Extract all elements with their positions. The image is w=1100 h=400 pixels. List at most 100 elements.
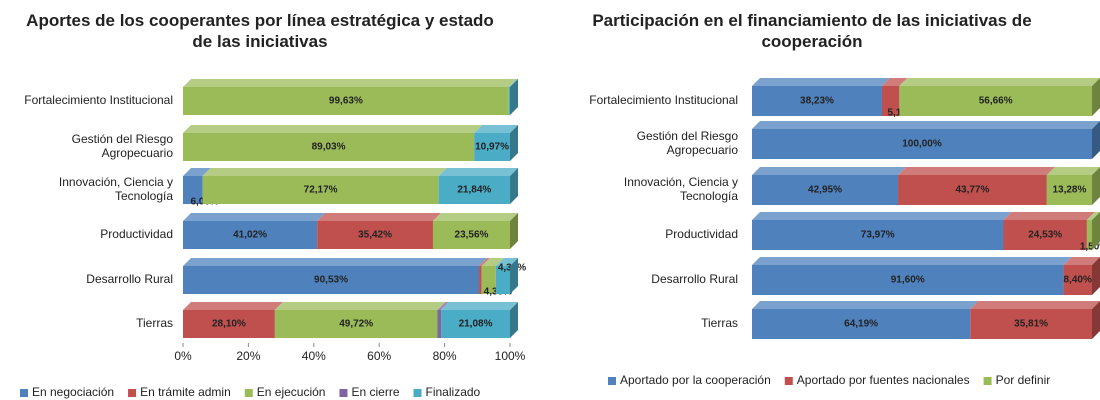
bar-top: [495, 258, 518, 266]
bar-top: [899, 78, 1100, 86]
chart-title: Aportes de los cooperantes por línea est…: [26, 11, 494, 51]
bar-segment: [752, 309, 971, 339]
legend-label: Por definir: [996, 373, 1051, 387]
category-label: Tierras: [701, 316, 738, 330]
bar-top: [898, 167, 1055, 175]
bar-top: [752, 301, 979, 309]
legend-label: En ejecución: [257, 385, 326, 399]
bar-top: [881, 78, 908, 86]
x-tick-label: 0%: [174, 349, 192, 363]
bar-segment: [1003, 220, 1087, 250]
bar-segment: [274, 310, 438, 338]
legend-label: En negociación: [32, 385, 114, 399]
value-label: 99,63%: [329, 96, 363, 107]
bar-segment: [317, 221, 433, 249]
bar-top: [183, 258, 488, 266]
category-label: Desarrollo Rural: [86, 272, 173, 286]
bar-segment: [437, 310, 442, 338]
bar-side: [1092, 212, 1100, 250]
bar-top: [432, 213, 518, 221]
category-label: Productividad: [665, 227, 738, 241]
bar-top: [317, 213, 441, 221]
bar-segment: [752, 220, 1004, 250]
bar-segment: [899, 86, 1092, 116]
bar-top: [274, 302, 446, 310]
bar-segment: [1046, 175, 1092, 205]
category-label: Desarrollo Rural: [651, 272, 738, 286]
bar-segment: [432, 221, 510, 249]
bar-segment: [881, 86, 900, 116]
bar-segment: [183, 133, 475, 161]
legend-swatch: [128, 389, 137, 397]
value-label: 73,97%: [861, 230, 895, 241]
x-tick-label: 20%: [236, 349, 260, 363]
bar-segment: [474, 133, 510, 161]
x-tick-label: 60%: [367, 349, 391, 363]
bar-top: [481, 258, 504, 266]
bar-side: [1092, 167, 1100, 205]
bar-segment: [898, 175, 1047, 205]
legend-swatch: [608, 377, 616, 385]
legend-label: En trámite admin: [140, 385, 231, 399]
value-label: 91,60%: [891, 275, 925, 286]
x-tick-label: 100%: [495, 349, 526, 363]
value-label: 42,95%: [808, 185, 842, 196]
chart-title: Participación en el financiamiento de la…: [592, 11, 1031, 51]
value-label: 38,23%: [800, 96, 834, 107]
category-label: Innovación, Ciencia y Tecnología: [624, 175, 738, 203]
bar-top: [1063, 257, 1100, 265]
bar-top: [1046, 167, 1100, 175]
bar-segment: [183, 221, 318, 249]
bar-top: [183, 213, 326, 221]
value-label: 43,77%: [955, 185, 989, 196]
bar-top: [752, 167, 907, 175]
bar-side: [510, 79, 518, 115]
value-label: 21,84%: [457, 185, 491, 196]
bar-side: [1092, 257, 1100, 295]
bar-segment: [1086, 220, 1092, 250]
legend-swatch: [983, 377, 992, 385]
legend-swatch: [339, 389, 348, 397]
bar-top: [1003, 212, 1095, 220]
value-label: 64,19%: [844, 319, 878, 330]
bar-side: [1092, 78, 1100, 116]
bar-top: [752, 78, 890, 86]
x-tick-label: 80%: [433, 349, 457, 363]
bar-segment: [752, 265, 1064, 295]
bar-side: [510, 168, 519, 204]
bar-segment: [752, 129, 1092, 159]
value-label: 21,08%: [459, 319, 493, 330]
bar-segment: [970, 309, 1092, 339]
legend-label: Aportado por fuentes nacionales: [797, 373, 970, 387]
bar-top: [202, 168, 447, 176]
bar-top: [752, 212, 1012, 220]
value-label: 24,53%: [1028, 230, 1062, 241]
bar-top: [508, 79, 518, 87]
category-label: Gestión del Riesgo Agropecuario: [72, 132, 174, 160]
legend-label: Finalizado: [426, 385, 481, 399]
bar-side: [510, 302, 518, 338]
bar-side: [510, 125, 518, 161]
bar-top: [183, 79, 517, 87]
category-label: Tierras: [136, 316, 173, 330]
category-label: Fortalecimiento Institucional: [24, 93, 173, 107]
value-label: 8,40%: [1064, 275, 1092, 286]
legend-label: En cierre: [351, 385, 399, 399]
bar-top: [438, 168, 519, 176]
value-label: 1,50%: [1080, 242, 1100, 253]
value-label: 35,42%: [358, 230, 392, 241]
legend-swatch: [784, 377, 793, 385]
value-label: 41,02%: [233, 230, 267, 241]
category-label: Gestión del Riesgo Agropecuario: [637, 129, 739, 157]
bar-side: [1092, 301, 1100, 339]
bar-top: [441, 302, 518, 310]
value-label: 49,72%: [339, 319, 373, 330]
legend-swatch: [413, 389, 422, 397]
bar-segment: [479, 266, 482, 294]
bar-top: [437, 302, 450, 310]
bar-top: [752, 121, 1100, 129]
value-label: 100,00%: [902, 139, 942, 150]
bar-top: [752, 257, 1072, 265]
bar-segment: [495, 266, 510, 294]
